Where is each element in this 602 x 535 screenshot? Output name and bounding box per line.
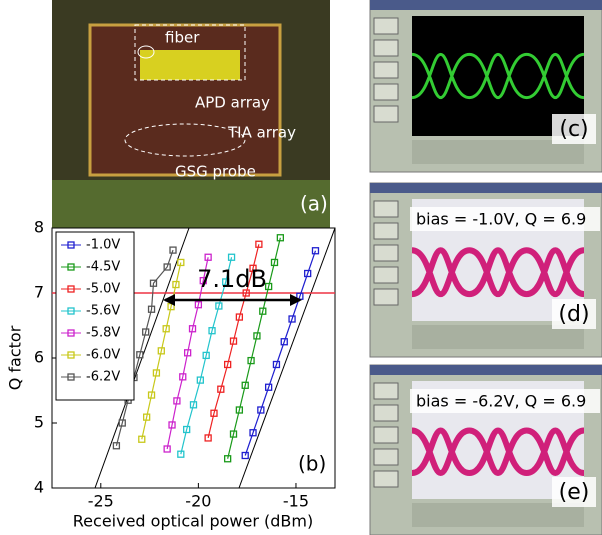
x-tick-label: -20 [185,492,211,511]
panel-tag: (b) [298,452,326,476]
scope-button [374,40,398,56]
annotation: 7.1dB [197,265,267,293]
legend-label: -5.0V [86,282,120,297]
y-tick-label: 7 [34,283,44,302]
legend-label: -1.0V [86,238,120,253]
apd-die [140,50,240,80]
scopes: (c) bias = -1.0V, Q = 6.9 (d) bias = -6.2V,… [370,0,602,535]
x-tick-label: -15 [283,492,309,511]
scope-button [374,383,398,399]
scope-button [374,223,398,239]
panel-tag: (c) [559,117,588,142]
legend-label: -4.5V [86,260,120,275]
scope-button [374,471,398,487]
pcb [52,180,330,232]
scope-toolbar [370,365,602,375]
scope-button [374,427,398,443]
scope-caption: bias = -1.0V, Q = 6.9 [416,210,586,229]
scope-button [374,84,398,100]
y-axis-label: Q factor [6,325,25,390]
panel-tag: (a) [300,192,328,216]
photo-label: GSG probe [175,163,256,181]
scope-caption: bias = -6.2V, Q = 6.9 [416,392,586,411]
legend-label: -6.2V [86,370,120,385]
scope-button [374,449,398,465]
photo-label: APD array [195,94,270,112]
scope-toolbar [370,183,602,193]
scope-button [374,267,398,283]
panel-tag: (e) [559,480,590,505]
scope-button [374,18,398,34]
photo-label: TIA array [227,124,296,142]
scope-button [374,245,398,261]
scope-button [374,289,398,305]
panel-tag: (d) [558,302,589,327]
y-tick-label: 6 [34,348,44,367]
y-tick-label: 8 [34,218,44,237]
scope-toolbar [370,0,602,10]
photo-panel: fiber APD array TIA array GSG probe (a) [52,0,330,232]
y-tick-label: 4 [34,478,44,497]
legend-label: -6.0V [86,348,120,363]
x-tick-label: -25 [88,492,114,511]
scope-button [374,201,398,217]
scope-button [374,62,398,78]
y-tick-label: 5 [34,413,44,432]
x-axis-label: Received optical power (dBm) [73,512,313,531]
figure: fiber APD array TIA array GSG probe (a) … [0,0,602,535]
photo-label: fiber [165,29,200,47]
legend-label: -5.6V [86,304,120,319]
legend-label: -5.8V [86,326,120,341]
scope-button [374,106,398,122]
legend: -1.0V -4.5V -5.0V -5.6V -5.8V -6.0V -6.2V [56,232,134,400]
scope-button [374,405,398,421]
